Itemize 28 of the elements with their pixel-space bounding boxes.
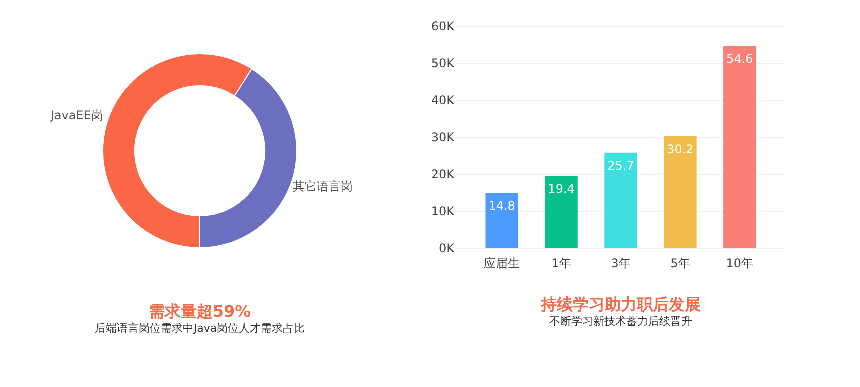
y-tick-label: 40K <box>431 94 456 108</box>
text: 持续学习助力职后发展 <box>540 295 701 314</box>
text: 后端语言岗位需求中Java岗位人才需求占比 <box>94 322 306 335</box>
y-tick-label: 0K <box>438 242 456 256</box>
slice-label: JavaEE岗 <box>50 108 104 122</box>
bar <box>664 136 697 248</box>
text: 需求量超59% <box>148 302 252 321</box>
y-tick-label: 60K <box>431 20 456 34</box>
y-tick-label: 30K <box>431 130 456 144</box>
slice-label: 其它语言岗 <box>292 180 353 194</box>
x-tick-label: 1年 <box>552 256 572 270</box>
x-tick-label: 10年 <box>726 256 754 270</box>
bar <box>724 46 756 248</box>
bar <box>604 152 638 248</box>
data-label: 54.6 <box>726 52 754 66</box>
y-tick-label: 10K <box>431 204 456 218</box>
text: 不断学习新技术蓄力后续晋升 <box>550 315 692 328</box>
bar <box>486 193 518 248</box>
data-label: 25.7 <box>608 158 634 173</box>
bar <box>545 176 578 248</box>
data-label: 30.2 <box>667 142 694 156</box>
data-label: 14.8 <box>488 199 516 214</box>
x-tick-label: 应届生 <box>484 256 520 270</box>
x-tick-label: 5年 <box>670 256 690 270</box>
x-tick-label: 3年 <box>611 256 631 270</box>
y-tick-label: 50K <box>431 56 456 70</box>
y-tick-label: 20K <box>431 168 456 182</box>
data-label: 19.4 <box>548 182 575 196</box>
